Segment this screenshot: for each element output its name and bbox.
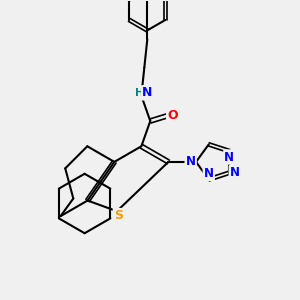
- Text: N: N: [186, 155, 196, 168]
- Text: N: N: [230, 166, 240, 179]
- Text: N: N: [224, 151, 234, 164]
- Text: H: H: [136, 88, 144, 98]
- Text: N: N: [142, 86, 152, 99]
- Text: O: O: [167, 109, 178, 122]
- Text: N: N: [204, 167, 214, 180]
- Text: S: S: [114, 209, 123, 222]
